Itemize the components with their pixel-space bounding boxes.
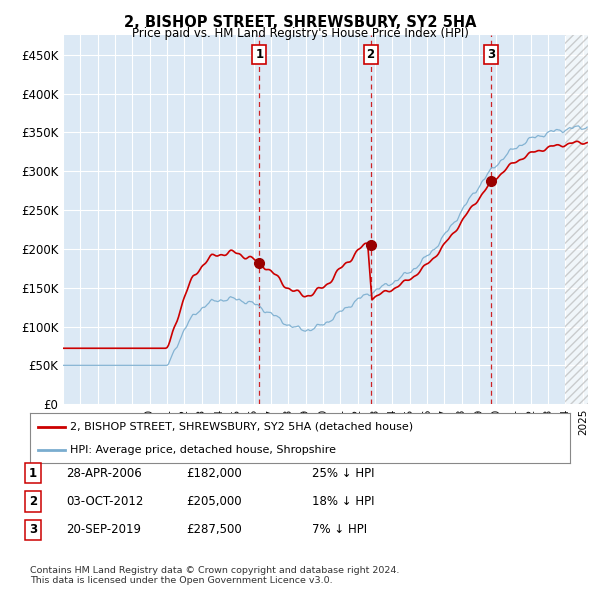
Text: 3: 3 <box>29 523 37 536</box>
Text: 2: 2 <box>29 495 37 508</box>
Text: £182,000: £182,000 <box>186 467 242 480</box>
Text: 18% ↓ HPI: 18% ↓ HPI <box>312 495 374 508</box>
Text: 1: 1 <box>29 467 37 480</box>
Text: 28-APR-2006: 28-APR-2006 <box>66 467 142 480</box>
Text: £287,500: £287,500 <box>186 523 242 536</box>
Text: HPI: Average price, detached house, Shropshire: HPI: Average price, detached house, Shro… <box>71 445 337 455</box>
Text: 2, BISHOP STREET, SHREWSBURY, SY2 5HA (detached house): 2, BISHOP STREET, SHREWSBURY, SY2 5HA (d… <box>71 421 413 431</box>
Text: Contains HM Land Registry data © Crown copyright and database right 2024.
This d: Contains HM Land Registry data © Crown c… <box>30 566 400 585</box>
Text: 2, BISHOP STREET, SHREWSBURY, SY2 5HA: 2, BISHOP STREET, SHREWSBURY, SY2 5HA <box>124 15 476 30</box>
Text: £205,000: £205,000 <box>186 495 242 508</box>
Text: 7% ↓ HPI: 7% ↓ HPI <box>312 523 367 536</box>
Text: 2: 2 <box>367 48 374 61</box>
Text: 25% ↓ HPI: 25% ↓ HPI <box>312 467 374 480</box>
Text: Price paid vs. HM Land Registry's House Price Index (HPI): Price paid vs. HM Land Registry's House … <box>131 27 469 40</box>
Text: 3: 3 <box>487 48 496 61</box>
Text: 20-SEP-2019: 20-SEP-2019 <box>66 523 141 536</box>
Text: 03-OCT-2012: 03-OCT-2012 <box>66 495 143 508</box>
Text: 1: 1 <box>255 48 263 61</box>
